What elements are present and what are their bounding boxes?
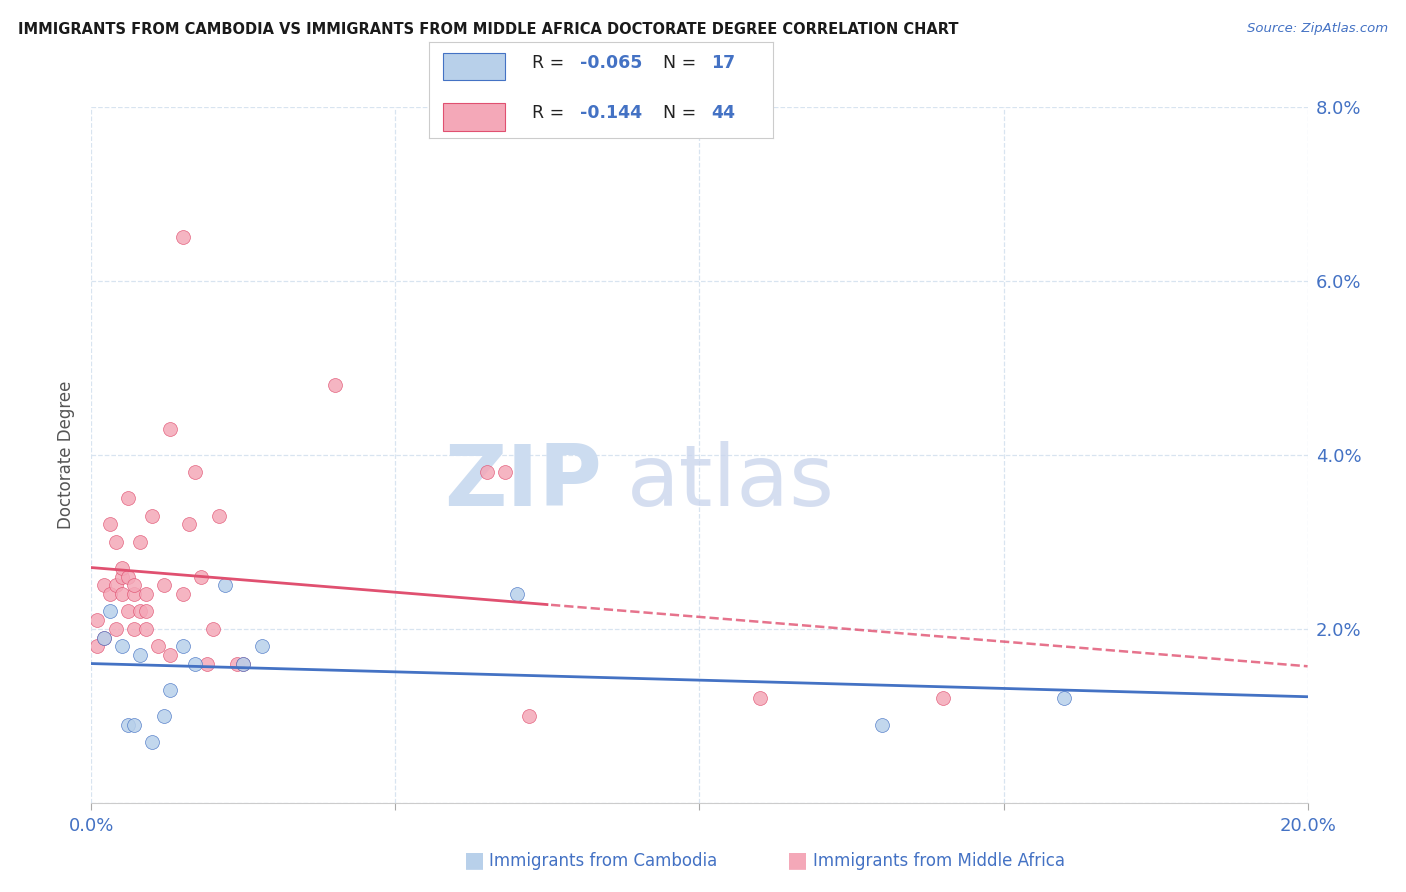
Point — [1053, 691, 1076, 706]
Text: 44: 44 — [711, 104, 735, 122]
Text: atlas: atlas — [627, 442, 835, 524]
Point — [135, 587, 157, 601]
Text: Immigrants from Cambodia: Immigrants from Cambodia — [489, 852, 717, 870]
Point — [98, 587, 121, 601]
Text: R =: R = — [533, 54, 569, 72]
Point — [177, 517, 200, 532]
Text: -0.144: -0.144 — [581, 104, 643, 122]
FancyBboxPatch shape — [443, 103, 505, 130]
Point — [172, 587, 194, 601]
Point — [202, 622, 225, 636]
Point — [141, 735, 163, 749]
Point — [122, 587, 145, 601]
Point — [135, 605, 157, 619]
Text: IMMIGRANTS FROM CAMBODIA VS IMMIGRANTS FROM MIDDLE AFRICA DOCTORATE DEGREE CORRE: IMMIGRANTS FROM CAMBODIA VS IMMIGRANTS F… — [18, 22, 959, 37]
Point — [250, 639, 273, 653]
Point — [111, 570, 134, 584]
Point — [159, 648, 181, 662]
Point — [122, 622, 145, 636]
Point — [129, 648, 152, 662]
Text: N =: N = — [664, 104, 702, 122]
Point — [86, 639, 108, 653]
Point — [93, 631, 115, 645]
Point — [749, 691, 772, 706]
Text: Source: ZipAtlas.com: Source: ZipAtlas.com — [1247, 22, 1388, 36]
Point — [117, 605, 139, 619]
Point — [148, 639, 170, 653]
Point — [153, 578, 176, 592]
Text: -0.065: -0.065 — [581, 54, 643, 72]
Point — [111, 587, 134, 601]
Point — [159, 422, 181, 436]
Point — [517, 708, 540, 723]
Point — [226, 657, 249, 671]
Point — [104, 578, 127, 592]
Point — [93, 631, 115, 645]
Text: ZIP: ZIP — [444, 442, 602, 524]
Point — [214, 578, 236, 592]
Point — [323, 378, 346, 392]
Point — [475, 466, 498, 480]
Point — [117, 491, 139, 506]
Point — [122, 578, 145, 592]
Point — [494, 466, 516, 480]
Point — [117, 717, 139, 731]
Point — [159, 682, 181, 697]
Text: ■: ■ — [464, 850, 485, 870]
Point — [98, 517, 121, 532]
Point — [111, 639, 134, 653]
Y-axis label: Doctorate Degree: Doctorate Degree — [58, 381, 76, 529]
Text: Immigrants from Middle Africa: Immigrants from Middle Africa — [813, 852, 1064, 870]
Point — [184, 466, 207, 480]
Point — [111, 561, 134, 575]
Point — [232, 657, 254, 671]
Point — [506, 587, 529, 601]
Point — [129, 605, 152, 619]
Point — [232, 657, 254, 671]
Point — [104, 622, 127, 636]
Point — [93, 578, 115, 592]
Point — [870, 717, 893, 731]
Text: 17: 17 — [711, 54, 735, 72]
Point — [172, 230, 194, 244]
Point — [129, 535, 152, 549]
Point — [104, 535, 127, 549]
Point — [184, 657, 207, 671]
Point — [117, 570, 139, 584]
Text: N =: N = — [664, 54, 702, 72]
FancyBboxPatch shape — [443, 53, 505, 80]
Point — [208, 508, 231, 523]
Point — [141, 508, 163, 523]
Text: R =: R = — [533, 104, 569, 122]
Text: ■: ■ — [787, 850, 808, 870]
Point — [195, 657, 218, 671]
Point — [86, 613, 108, 627]
Point — [98, 605, 121, 619]
Point — [190, 570, 212, 584]
Point — [153, 708, 176, 723]
Point — [931, 691, 953, 706]
Point — [135, 622, 157, 636]
Point — [122, 717, 145, 731]
Point — [172, 639, 194, 653]
